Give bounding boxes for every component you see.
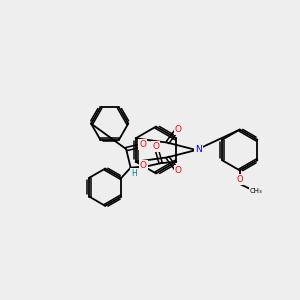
Text: O: O (140, 161, 147, 170)
Text: O: O (236, 175, 243, 184)
Text: CH₃: CH₃ (250, 188, 262, 194)
Text: O: O (139, 140, 146, 149)
Text: O: O (175, 166, 182, 175)
Text: O: O (175, 124, 182, 134)
Text: H: H (131, 169, 137, 178)
Text: O: O (152, 142, 159, 151)
Text: N: N (195, 146, 202, 154)
